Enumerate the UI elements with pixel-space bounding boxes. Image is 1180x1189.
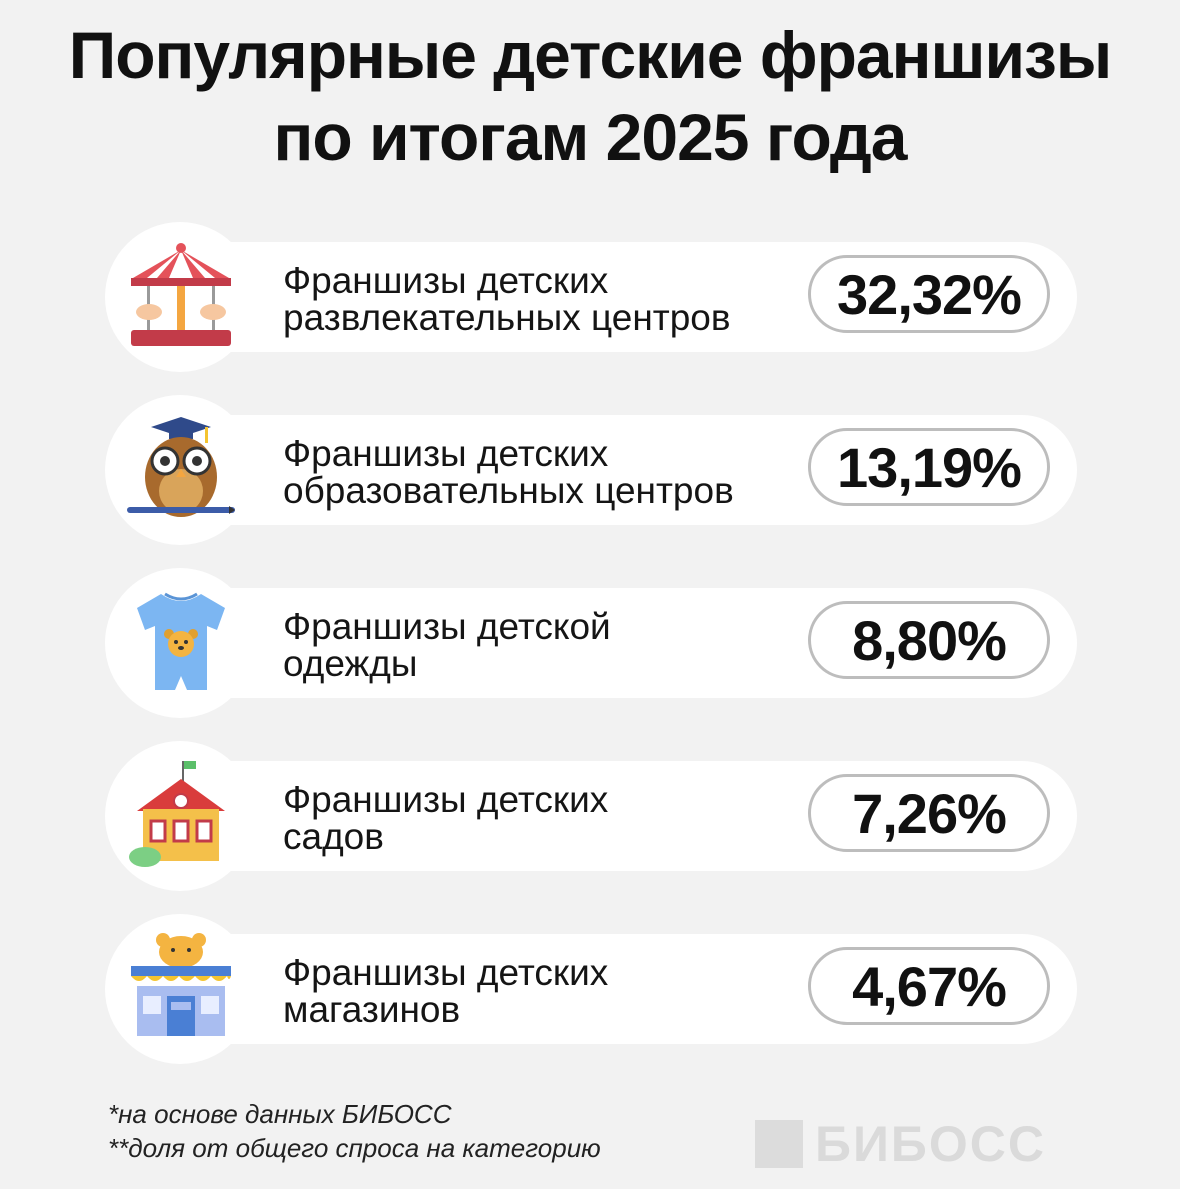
icon-circle [105, 395, 255, 545]
watermark-logo-icon [755, 1120, 803, 1168]
chart-row: Франшизы детских магазинов 4,67% [105, 914, 1077, 1064]
icon-circle [105, 914, 255, 1064]
chart-row: Франшизы детских образовательных центров… [105, 395, 1077, 545]
category-label: Франшизы детских образовательных центров [283, 433, 734, 511]
data-label: 13,19% [837, 435, 1022, 499]
carousel-icon [131, 243, 231, 346]
watermark: БИБОСС [755, 1116, 1046, 1172]
chart-row: Франшизы детской одежды 8,80% [105, 568, 1077, 718]
value-pill: 32,32% [808, 255, 1050, 333]
kindergarten-icon [129, 761, 225, 867]
category-label: Франшизы детской одежды [283, 606, 611, 684]
value-pill: 8,80% [808, 601, 1050, 679]
icon-circle [105, 741, 255, 891]
owl-graduate-icon [127, 417, 235, 517]
footnote-source: *на основе данных БИБОСС [108, 1099, 452, 1129]
icon-circle [105, 222, 255, 372]
value-pill: 4,67% [808, 947, 1050, 1025]
value-pill: 13,19% [808, 428, 1050, 506]
chart-row: Франшизы детских садов 7,26% [105, 741, 1077, 891]
data-label: 7,26% [852, 781, 1007, 845]
baby-romper-icon [137, 592, 225, 690]
watermark-text: БИБОСС [815, 1116, 1046, 1172]
page-title: Популярные детские франшизы по итогам 20… [0, 14, 1180, 178]
data-label: 4,67% [852, 954, 1007, 1018]
value-pill: 7,26% [808, 774, 1050, 852]
icon-circle [105, 568, 255, 718]
category-label: Франшизы детских садов [283, 779, 609, 857]
footnotes: *на основе данных БИБОСС **доля от общег… [108, 1097, 601, 1165]
category-label: Франшизы детских магазинов [283, 952, 609, 1030]
title-line-1: Популярные детские франшизы [68, 18, 1112, 92]
title-line-2: по итогам 2025 года [273, 100, 907, 174]
category-label: Франшизы детских развлекательных центров [283, 260, 731, 338]
toy-store-icon [131, 933, 231, 1036]
data-label: 32,32% [837, 262, 1022, 326]
footnote-share: **доля от общего спроса на категорию [108, 1133, 601, 1163]
data-label: 8,80% [852, 608, 1007, 672]
chart-row: Франшизы детских развлекательных центров… [105, 222, 1077, 372]
